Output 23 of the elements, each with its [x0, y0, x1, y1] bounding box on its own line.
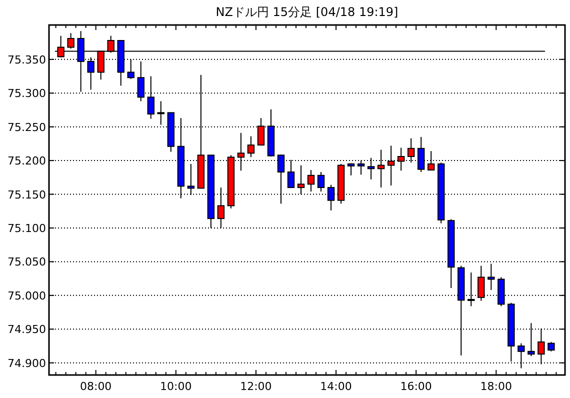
x-tick-label: 10:00: [160, 380, 192, 393]
candlestick: [247, 136, 255, 158]
y-tick-label: 74.950: [8, 323, 46, 336]
x-tick-label: 08:00: [80, 380, 112, 393]
y-tick-label: 75.200: [8, 154, 46, 168]
y-tick-label: 75.300: [8, 87, 46, 100]
x-tick-label: 12:00: [240, 380, 272, 393]
x-tick-label: 16:00: [400, 380, 432, 393]
x-tick-label: 14:00: [320, 380, 352, 393]
chart-title: NZドル円 15分足 [04/18 19:19]: [216, 5, 398, 19]
candlestick: [307, 169, 315, 192]
candlestick: [347, 162, 355, 176]
y-tick-label: 74.900: [8, 356, 46, 370]
y-tick-label: 75.050: [8, 256, 46, 269]
y-tick-label: 75.150: [8, 188, 46, 202]
y-tick-label: 75.250: [8, 120, 46, 134]
y-tick-label: 75.000: [8, 289, 46, 302]
candlestick: [67, 32, 74, 50]
candlestick: [317, 172, 325, 192]
candlestick: [548, 341, 555, 352]
x-tick-label: 18:00: [480, 380, 512, 393]
y-tick-label: 75.350: [8, 53, 46, 66]
y-tick-label: 75.100: [8, 222, 46, 235]
